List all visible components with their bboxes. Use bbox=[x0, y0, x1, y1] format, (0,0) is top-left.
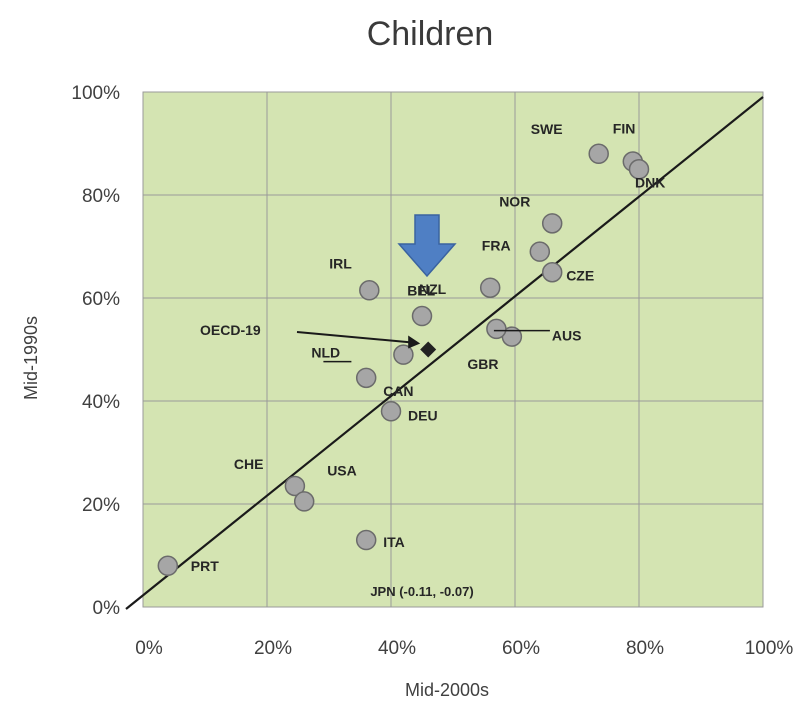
highlight-arrow bbox=[397, 214, 457, 278]
label-nzl: NZL bbox=[419, 281, 447, 297]
annotation-jpn: JPN (-0.11, -0.07) bbox=[370, 584, 473, 599]
point-dnk bbox=[628, 159, 650, 180]
oecd-average-marker bbox=[420, 341, 437, 358]
x-tick-label: 80% bbox=[626, 638, 664, 659]
label-nld: NLD bbox=[311, 345, 340, 361]
data-points bbox=[157, 143, 650, 577]
point-can bbox=[355, 367, 377, 389]
label-ita: ITA bbox=[383, 534, 405, 550]
x-tick-label: 60% bbox=[502, 638, 540, 659]
label-nor: NOR bbox=[499, 193, 530, 209]
point-irl bbox=[359, 280, 380, 301]
point-cze bbox=[541, 262, 563, 283]
x-tick-labels: 0% 20% 40% 60% 80% 100% bbox=[135, 638, 793, 659]
point-prt bbox=[157, 555, 179, 577]
y-tick-label: 60% bbox=[82, 289, 120, 310]
point-labels: FIN SWE DNK NOR FRA BEL CZE IRL NZL AUS GBR NLD CAN D… bbox=[191, 121, 666, 574]
point-deu bbox=[380, 401, 402, 422]
y-tick-label: 20% bbox=[82, 495, 120, 516]
point-fra bbox=[529, 241, 551, 262]
y-axis-label: Mid-1990s bbox=[21, 316, 41, 400]
point-gbr bbox=[486, 318, 507, 340]
label-cze: CZE bbox=[566, 267, 594, 283]
diagonal-line bbox=[125, 96, 764, 610]
point-che bbox=[284, 475, 306, 497]
label-dnk: DNK bbox=[635, 174, 665, 190]
label-bel: BEL bbox=[407, 283, 435, 299]
point-swe bbox=[588, 143, 609, 165]
x-axis-label: Mid-2000s bbox=[405, 680, 489, 700]
chart-title: Children bbox=[367, 15, 494, 53]
label-fin: FIN bbox=[613, 121, 636, 137]
point-nzl bbox=[411, 305, 433, 327]
point-usa bbox=[293, 491, 315, 512]
y-tick-labels: 0% 20% 40% 60% 80% 100% bbox=[71, 83, 120, 619]
point-ita bbox=[355, 529, 377, 551]
y-tick-label: 80% bbox=[82, 186, 120, 207]
x-tick-label: 20% bbox=[254, 638, 292, 659]
label-fra: FRA bbox=[482, 238, 511, 254]
y-tick-label: 40% bbox=[82, 392, 120, 413]
label-oecd-19: OECD-19 bbox=[200, 322, 261, 338]
x-tick-label: 0% bbox=[135, 638, 163, 659]
point-bel bbox=[479, 277, 501, 298]
label-aus: AUS bbox=[552, 328, 582, 344]
diagonal-reference bbox=[125, 96, 764, 610]
point-nor bbox=[541, 213, 563, 234]
y-tick-label: 100% bbox=[71, 83, 120, 104]
label-gbr: GBR bbox=[467, 356, 498, 372]
plot-border bbox=[142, 91, 764, 608]
x-tick-label: 100% bbox=[745, 638, 794, 659]
label-deu: DEU bbox=[408, 407, 438, 423]
label-swe: SWE bbox=[531, 121, 563, 137]
x-tick-label: 40% bbox=[378, 638, 416, 659]
oecd-pointer-line bbox=[296, 331, 413, 344]
oecd-pointer-head bbox=[408, 335, 421, 349]
label-prt: PRT bbox=[191, 558, 219, 574]
point-nld bbox=[393, 344, 414, 365]
label-can: CAN bbox=[383, 383, 413, 399]
plot-area bbox=[143, 92, 763, 607]
label-che: CHE bbox=[234, 456, 264, 472]
label-irl: IRL bbox=[329, 255, 352, 271]
label-usa: USA bbox=[327, 462, 357, 478]
y-tick-label: 0% bbox=[93, 598, 121, 619]
